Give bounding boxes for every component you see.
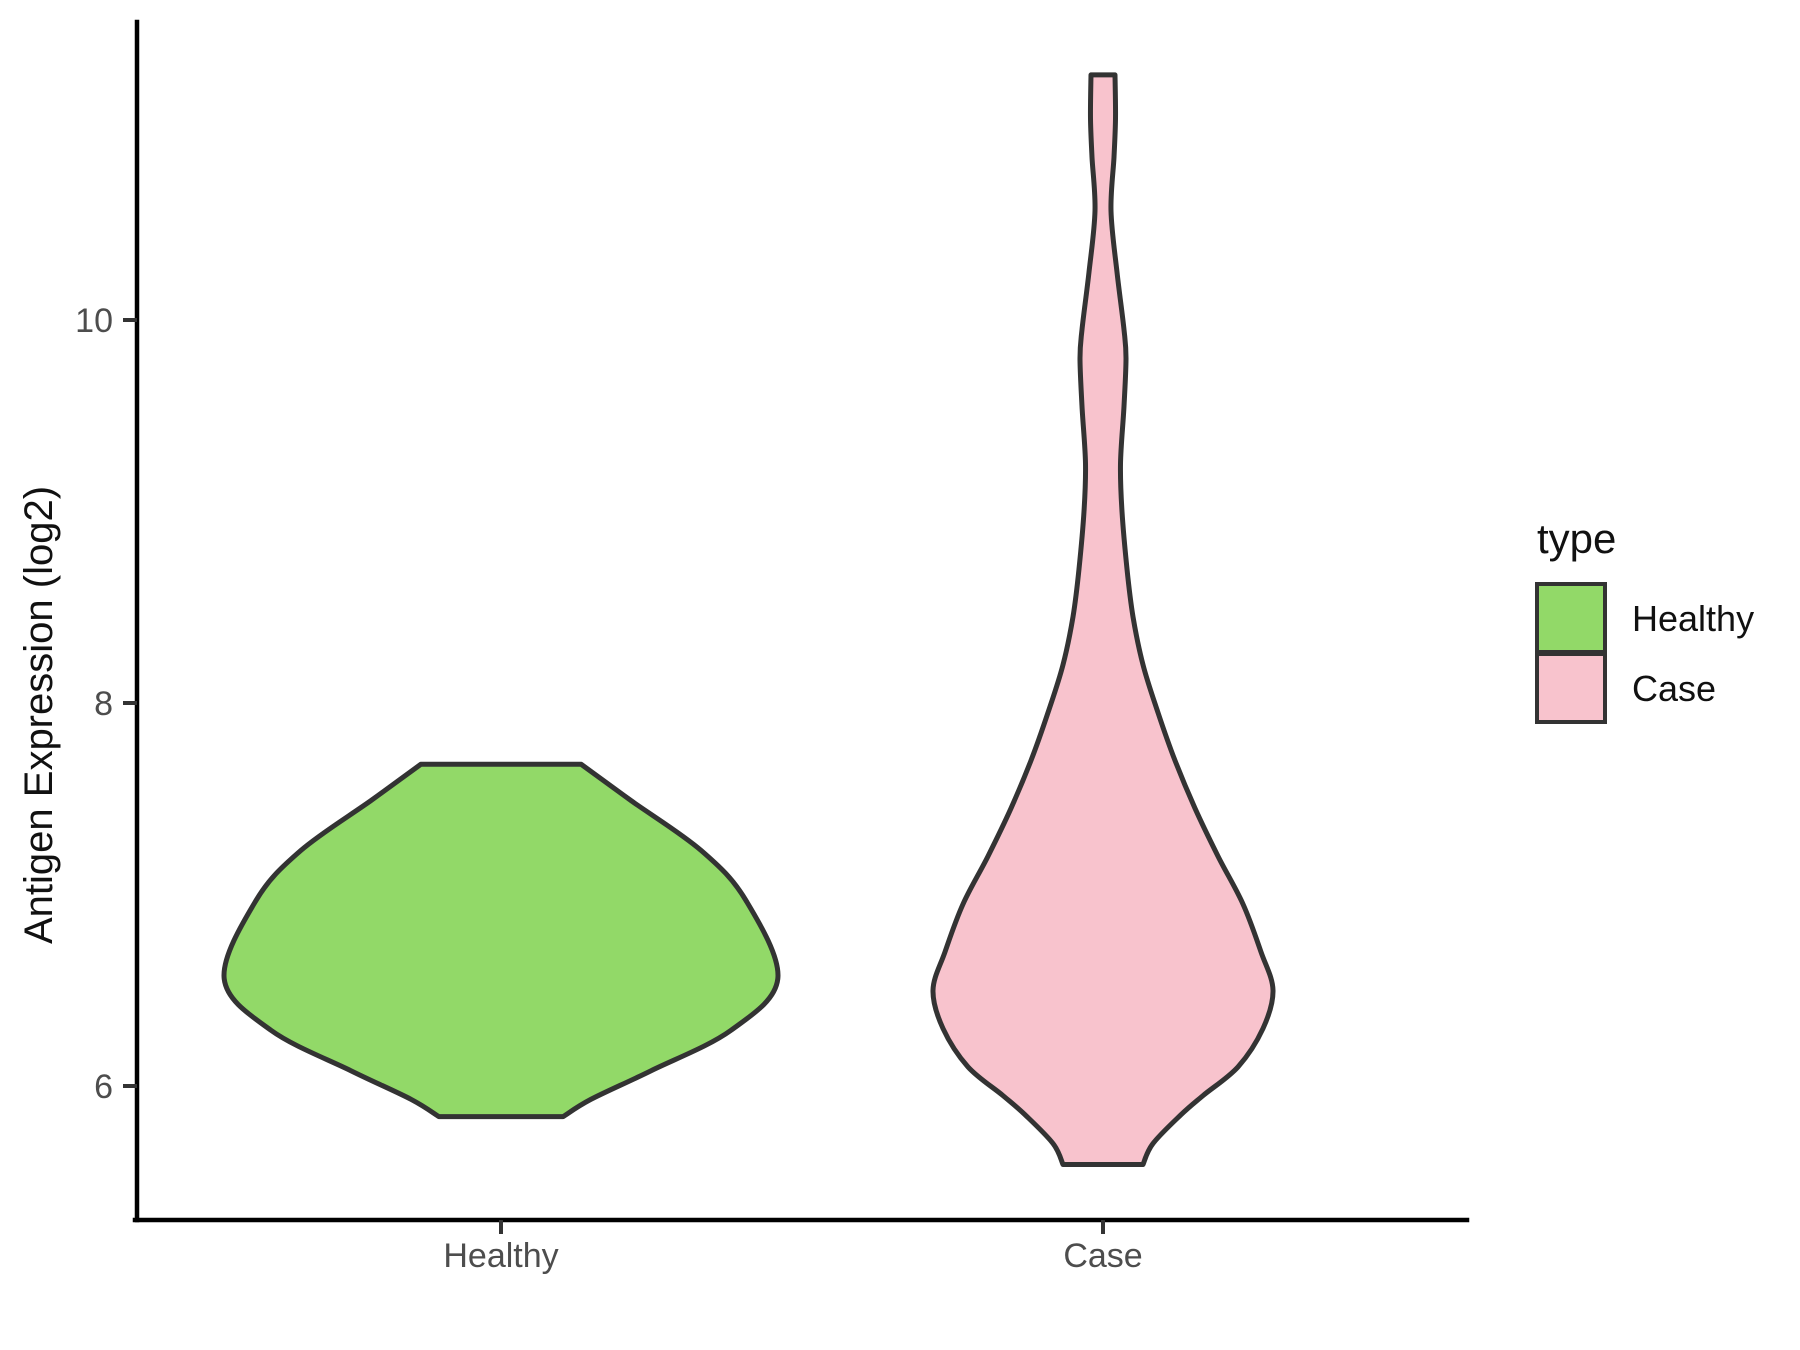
x-tick-label-healthy: Healthy <box>443 1237 558 1275</box>
legend-label-healthy: Healthy <box>1632 598 1754 639</box>
violin-healthy <box>221 761 781 1120</box>
y-tick-label: 8 <box>94 685 113 723</box>
legend: type Healthy Case <box>1535 515 1754 724</box>
legend-title: type <box>1537 515 1616 562</box>
y-tick-label: 6 <box>94 1068 113 1106</box>
axes-group: 6 8 10 Healthy Case <box>75 19 1470 1275</box>
y-axis-title: Antigen Expression (log2) <box>17 486 61 944</box>
x-tick-label-case: Case <box>1063 1237 1142 1275</box>
violins-group <box>221 72 1276 1167</box>
legend-key-case-swatch <box>1535 652 1607 724</box>
legend-key-healthy-swatch <box>1535 582 1607 654</box>
violin-case <box>930 72 1276 1167</box>
y-tick-label: 10 <box>75 302 113 340</box>
legend-label-case: Case <box>1632 668 1716 709</box>
